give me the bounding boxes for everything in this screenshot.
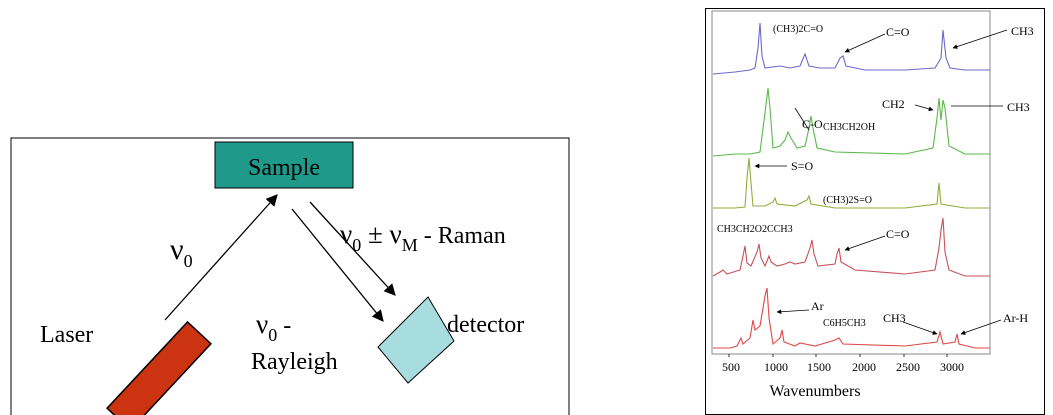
sample-box — [214, 141, 354, 189]
annotation-ch3-1: CH3 — [1011, 24, 1034, 38]
incident-frequency-label: ν0 — [170, 233, 193, 271]
x-tick-label-3000: 3000 — [940, 360, 964, 374]
x-tick-label-2500: 2500 — [896, 360, 920, 374]
annotation-arrow-ch3-1 — [952, 29, 1008, 49]
annotation-arrow-ch3-3 — [902, 321, 938, 335]
compound-label-toluene: C6H5CH3 — [823, 318, 866, 329]
spectrum-trace-toluene — [713, 287, 990, 349]
sample-label: Sample — [248, 155, 320, 181]
raman-spectra-figure: (CH3)2C=O CH3CH2OH (CH3)2S=O CH3CH2O2CCH… — [705, 8, 1045, 415]
raman-scatter-arrow — [309, 201, 396, 296]
spectrum-trace-dmso — [713, 157, 990, 209]
x-tick-label-1500: 1500 — [807, 360, 831, 374]
annotation-ch3-3: CH3 — [883, 311, 906, 325]
laser-label: Laser — [40, 322, 93, 348]
annotation-c-o: C-O — [802, 117, 823, 131]
detector-icon — [377, 296, 455, 384]
annotation-co-double-2: C=O — [886, 227, 910, 241]
rayleigh-label-line2: Rayleigh — [251, 349, 338, 375]
spectrum-trace-ethanol — [712, 87, 990, 157]
annotation-arrow-ar — [776, 309, 810, 315]
spectrum-trace-acetone — [712, 22, 990, 75]
spectrum-trace-ethyl-acetate — [712, 217, 990, 277]
rayleigh-label: ν0 - — [256, 309, 291, 345]
annotation-ch2: CH2 — [882, 97, 905, 111]
x-tick-label-2000: 2000 — [852, 360, 876, 374]
compound-label-acetone: (CH3)2C=O — [773, 24, 823, 35]
raman-label: ν0 ± νM - Raman — [340, 219, 506, 255]
rayleigh-scatter-arrow — [291, 208, 384, 322]
annotation-arrow-ar-h — [960, 319, 1002, 335]
annotation-ch3-2: CH3 — [1007, 100, 1030, 114]
annotation-ar: Ar — [811, 299, 824, 313]
annotation-arrow-co-1 — [844, 33, 886, 53]
annotation-co-double-1: C=O — [886, 25, 910, 39]
annotation-ar-h: Ar-H — [1003, 311, 1028, 325]
compound-label-ethyl-acetate: CH3CH2O2CCH3 — [717, 224, 793, 235]
detector-label: detector — [447, 312, 524, 338]
annotation-arrow-c-o — [794, 107, 810, 131]
laser-icon — [106, 320, 212, 415]
x-axis-label: Wavenumbers — [769, 383, 860, 400]
raman-scattering-diagram: Sample Laser ν0 ν0 ± νM - Raman ν0 - Ray… — [10, 137, 570, 415]
incident-beam-arrow — [164, 194, 278, 321]
plot-area — [711, 10, 991, 355]
annotation-arrow-ch2 — [914, 104, 934, 112]
annotation-arrow-co-2 — [844, 235, 886, 251]
x-tick-label-1000: 1000 — [764, 360, 788, 374]
compound-label-dmso: (CH3)2S=O — [823, 195, 872, 206]
figure-frame — [705, 8, 1045, 415]
x-tick-label-500: 500 — [722, 360, 740, 374]
compound-label-ethanol: CH3CH2OH — [823, 122, 875, 133]
x-axis-ticks — [728, 354, 948, 357]
annotation-s-o: S=O — [791, 159, 813, 173]
